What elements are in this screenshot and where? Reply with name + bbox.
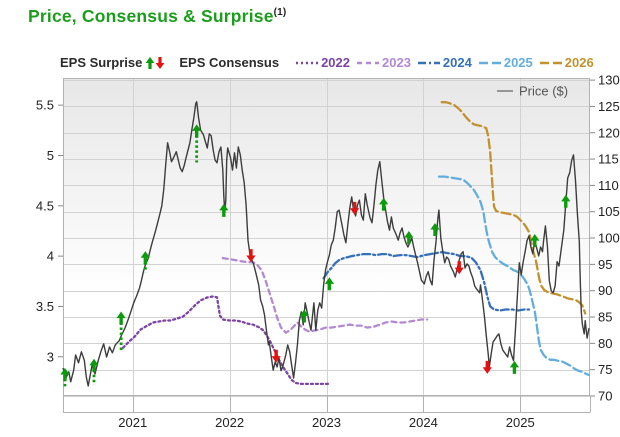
price-line-legend: Price ($): [497, 84, 568, 99]
surprise-up-arrow: [192, 124, 202, 138]
legend-series: 2022 2023 2024 2025 2026: [289, 55, 594, 70]
consensus-2023-line: [221, 256, 429, 335]
surprise-down-arrow: [271, 349, 281, 363]
svg-text:110: 110: [598, 178, 619, 193]
x-axis-band: [63, 396, 591, 413]
surprise-up-arrow: [299, 309, 309, 323]
surprise-up-arrow: [219, 203, 229, 217]
legend-item-2022: 2022: [295, 55, 350, 70]
svg-text:3: 3: [47, 349, 54, 364]
legend-marker-2022: [296, 61, 319, 64]
svg-text:2025: 2025: [506, 415, 535, 430]
surprise-up-arrow: [404, 231, 414, 245]
x-axis-labels: 2021 2022 2023 2024 2025: [118, 415, 534, 430]
svg-text:130: 130: [598, 73, 620, 88]
svg-text:4: 4: [47, 249, 54, 264]
svg-text:100: 100: [598, 231, 620, 246]
surprise-up-arrow-icon: [145, 56, 155, 69]
legend-year-2025: 2025: [503, 55, 533, 70]
consensus-2022-line: [121, 295, 331, 386]
title-footnote-marker: (1): [273, 7, 287, 19]
svg-text:70: 70: [598, 389, 612, 404]
surprise-up-arrow: [509, 360, 520, 374]
svg-text:115: 115: [598, 152, 619, 167]
plot-background: [63, 78, 590, 396]
surprise-up-arrow: [379, 197, 389, 211]
surprise-up-arrows: [60, 124, 571, 387]
svg-text:120: 120: [598, 125, 620, 140]
surprise-up-arrow: [140, 251, 150, 265]
surprise-up-arrow: [324, 277, 335, 291]
legend-year-2023: 2023: [382, 55, 411, 70]
gridlines: [63, 78, 590, 397]
surprise-down-arrow: [349, 201, 360, 215]
legend-marker-2024: [417, 61, 440, 64]
price-line: [62, 100, 590, 387]
consensus-2024-line: [322, 250, 531, 312]
svg-text:2023: 2023: [312, 415, 341, 430]
surprise-down-arrow: [454, 261, 464, 275]
svg-text:2021: 2021: [118, 415, 147, 430]
svg-text:95: 95: [598, 257, 612, 272]
eps-consensus-label: EPS Consensus: [179, 55, 280, 70]
svg-text:75: 75: [598, 362, 612, 377]
left-axis-labels: 3 3.5 4 4.5 5 5.5: [36, 98, 63, 364]
svg-text:80: 80: [598, 336, 612, 351]
svg-text:85: 85: [598, 310, 612, 325]
svg-text:3.5: 3.5: [36, 299, 54, 314]
surprise-down-arrows: [246, 201, 492, 374]
surprise-down-arrow-icon: [155, 56, 165, 69]
chart-legend: EPS Surprise EPS Consensus 2022 2023 2024 2…: [60, 55, 620, 70]
svg-text:125: 125: [598, 99, 620, 114]
legend-item-2026: 2026: [539, 55, 594, 70]
surprise-up-arrow: [89, 358, 99, 372]
legend-marker-2026: [539, 61, 562, 64]
surprise-up-arrow: [530, 234, 540, 248]
surprise-up-arrow: [430, 222, 440, 236]
surprise-up-arrow: [116, 311, 126, 325]
svg-text:105: 105: [598, 204, 620, 219]
surprise-up-arrow: [561, 194, 571, 208]
legend-marker-2025: [478, 61, 501, 64]
consensus-2025-line: [437, 175, 591, 377]
legend-year-2022: 2022: [321, 55, 350, 70]
surprise-down-arrow: [246, 249, 256, 263]
svg-text:5: 5: [47, 148, 54, 163]
consensus-2026-line: [440, 101, 587, 315]
svg-text:2022: 2022: [215, 415, 244, 430]
legend-year-2024: 2024: [442, 55, 472, 70]
svg-text:90: 90: [598, 283, 612, 298]
legend-item-2025: 2025: [478, 55, 533, 70]
plot-border: [63, 78, 590, 396]
eps-surprise-label: EPS Surprise: [60, 55, 143, 70]
page-title: Price, Consensus & Surprise(1): [28, 6, 286, 27]
price-line-legend-label: Price ($): [519, 84, 568, 99]
legend-marker-2023: [357, 61, 379, 64]
legend-item-2023: 2023: [356, 55, 411, 70]
legend-item-2024: 2024: [417, 55, 472, 70]
svg-text:4.5: 4.5: [36, 198, 54, 213]
surprise-down-arrow: [482, 360, 492, 374]
surprise-up-arrow: [60, 367, 70, 381]
svg-text:2024: 2024: [409, 415, 438, 430]
legend-year-2026: 2026: [564, 55, 594, 70]
svg-text:5.5: 5.5: [36, 98, 54, 113]
title-text: Price, Consensus & Surprise: [28, 6, 274, 26]
right-axis-labels: 70 75 80 85 90 95 100 105 110 115 120 125 130: [590, 73, 620, 404]
